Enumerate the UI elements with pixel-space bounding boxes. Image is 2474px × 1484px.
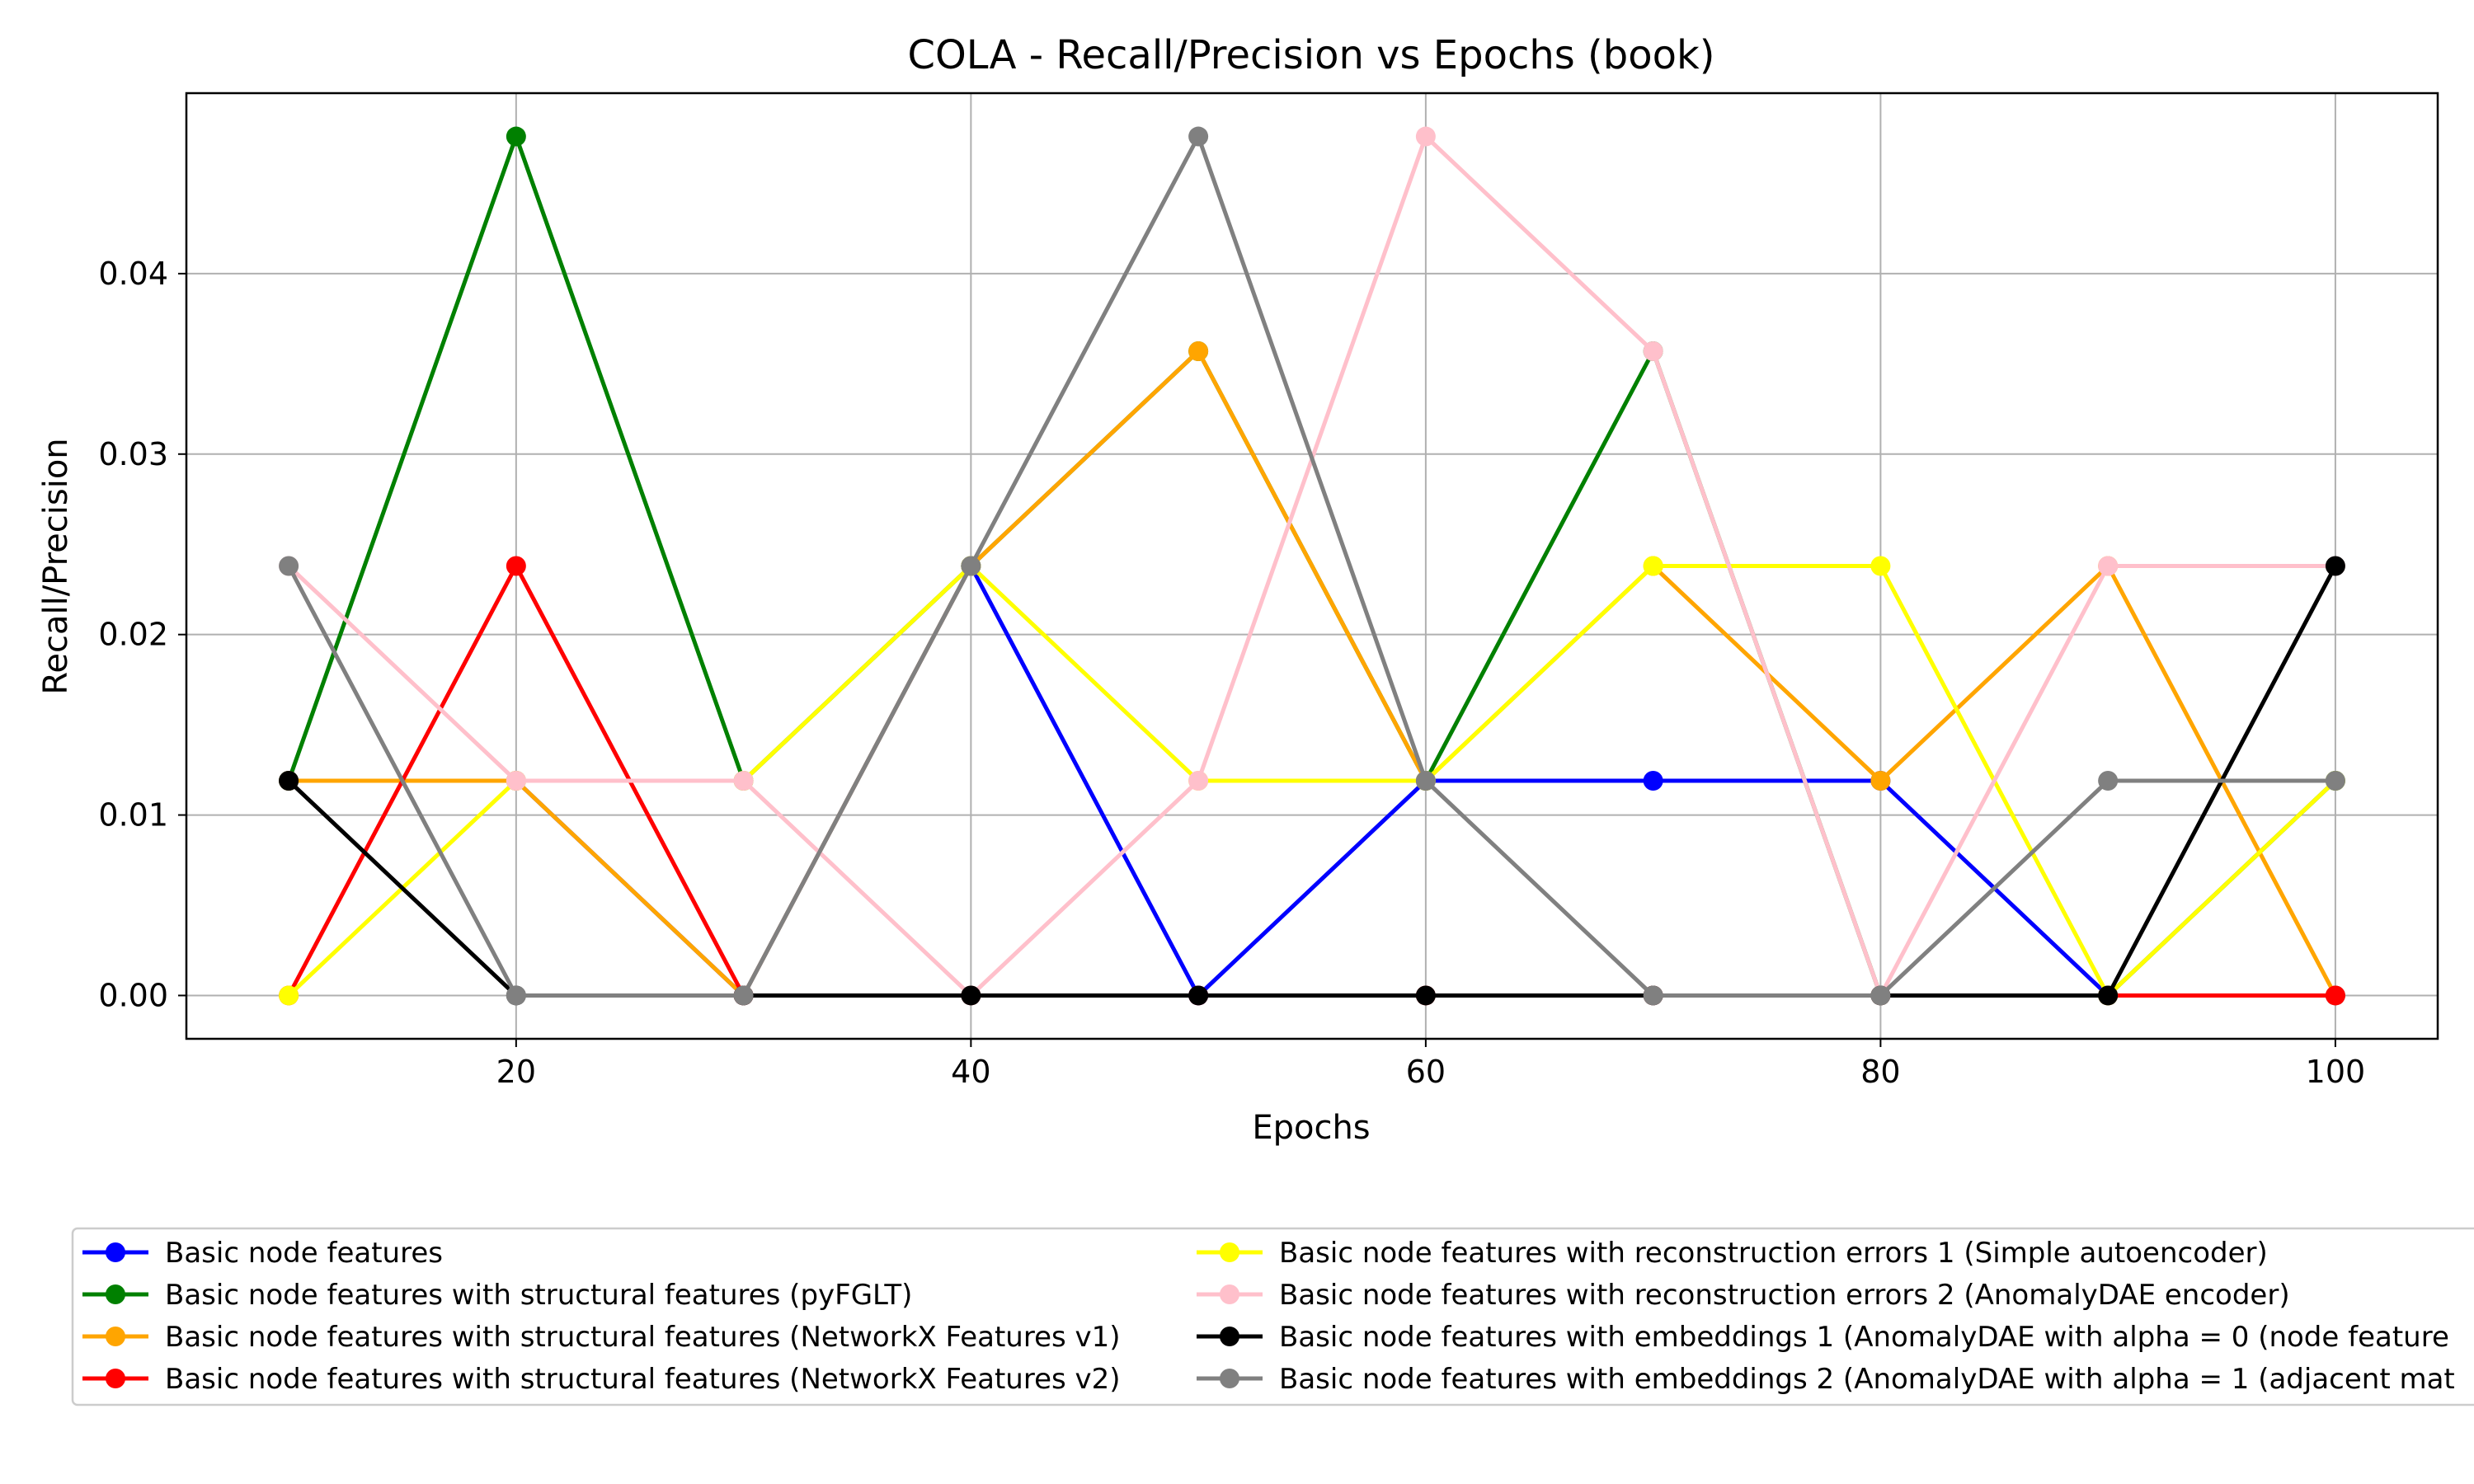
legend-label: Basic node features with structural feat… <box>165 1279 912 1312</box>
data-point <box>1415 985 1436 1006</box>
legend-label: Basic node features with embeddings 1 (A… <box>1279 1321 2449 1354</box>
data-point <box>1415 126 1436 147</box>
legend-marker <box>106 1327 125 1346</box>
y-axis-title: Recall/Precision <box>37 438 75 694</box>
data-point <box>1188 770 1209 791</box>
legend-entry: Basic node features with structural feat… <box>82 1279 912 1312</box>
data-point <box>1870 770 1891 791</box>
legend-entry: Basic node features with reconstruction … <box>1197 1279 2290 1312</box>
data-point <box>1415 770 1436 791</box>
data-point <box>279 985 299 1006</box>
data-point <box>1870 556 1891 576</box>
x-tick-label: 40 <box>951 1054 990 1090</box>
plot-area-frame <box>185 92 2439 1040</box>
axis-ticks: 20 40 60 80 100 0.00 0.01 0.02 0.03 0.04 <box>98 256 2365 1090</box>
data-point <box>2325 985 2345 1006</box>
legend-entry: Basic node features <box>82 1237 443 1270</box>
series-layer <box>279 126 2345 1006</box>
data-point <box>1188 341 1209 362</box>
legend-marker <box>1220 1327 1239 1346</box>
x-tick-label: 100 <box>2306 1054 2366 1090</box>
legend-marker <box>106 1369 125 1388</box>
legend-marker <box>106 1242 125 1262</box>
legend-entry: Basic node features with reconstruction … <box>1197 1237 2268 1270</box>
chart-title: COLA - Recall/Precision vs Epochs (book) <box>908 32 1715 78</box>
y-tick-label: 0.02 <box>98 617 168 653</box>
data-point <box>2098 985 2119 1006</box>
data-point <box>1643 556 1663 576</box>
data-point <box>733 985 754 1006</box>
legend-marker <box>1220 1242 1239 1262</box>
legend-label: Basic node features with reconstruction … <box>1279 1279 2290 1312</box>
data-point <box>279 556 299 576</box>
data-point <box>1643 985 1663 1006</box>
data-point <box>2098 770 2119 791</box>
data-point <box>1643 341 1663 362</box>
data-point <box>1643 770 1663 791</box>
y-tick-label: 0.03 <box>98 436 168 472</box>
data-point <box>1870 985 1891 1006</box>
data-point <box>506 126 526 147</box>
data-point <box>961 556 981 576</box>
legend-marker <box>106 1284 125 1304</box>
data-point <box>961 985 981 1006</box>
y-tick-label: 0.01 <box>98 797 168 834</box>
legend-entry: Basic node features with structural feat… <box>82 1321 1121 1354</box>
data-point <box>2098 556 2119 576</box>
x-tick-label: 20 <box>496 1054 536 1090</box>
data-point <box>279 770 299 791</box>
data-point <box>1188 126 1209 147</box>
legend-label: Basic node features with embeddings 2 (A… <box>1279 1363 2455 1396</box>
x-axis-title: Epochs <box>1252 1109 1370 1147</box>
data-point <box>506 770 526 791</box>
legend-marker <box>1220 1369 1239 1388</box>
legend-label: Basic node features <box>165 1237 443 1270</box>
series-line <box>289 349 2338 998</box>
legend-label: Basic node features with structural feat… <box>165 1321 1121 1354</box>
data-point <box>506 556 526 576</box>
legend-entry: Basic node features with embeddings 2 (A… <box>1197 1363 2455 1396</box>
data-point <box>506 985 526 1006</box>
legend: Basic node features Basic node features w… <box>82 1237 2455 1396</box>
legend-label: Basic node features with structural feat… <box>165 1363 1121 1396</box>
data-point <box>2325 556 2345 576</box>
series-line <box>286 134 2335 998</box>
series <box>279 126 2345 1006</box>
y-tick-label: 0.04 <box>98 256 168 292</box>
legend-label: Basic node features with reconstruction … <box>1279 1237 2268 1270</box>
x-tick-label: 60 <box>1406 1054 1446 1090</box>
legend-marker <box>1220 1284 1239 1304</box>
y-tick-label: 0.00 <box>98 977 168 1013</box>
legend-entry: Basic node features with embeddings 1 (A… <box>1197 1321 2449 1354</box>
data-point <box>733 770 754 791</box>
legend-entry: Basic node features with structural feat… <box>82 1363 1121 1396</box>
legend-box <box>71 1227 2474 1407</box>
data-point <box>2325 770 2345 791</box>
data-point <box>1188 985 1209 1006</box>
x-tick-label: 80 <box>1860 1054 1900 1090</box>
